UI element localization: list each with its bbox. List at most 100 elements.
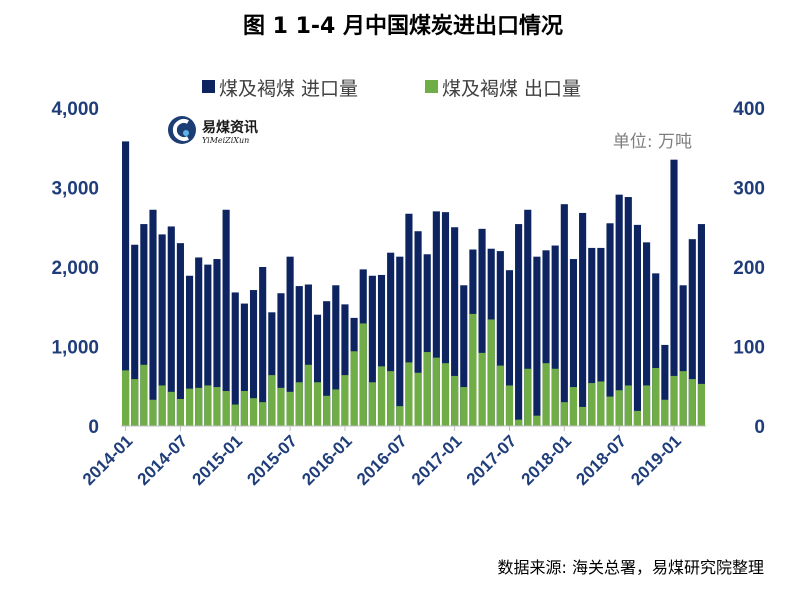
- bar-import: [323, 301, 331, 427]
- bar-import: [204, 264, 212, 426]
- bar-import: [533, 256, 541, 426]
- y-right-tick-label: 0: [754, 417, 765, 438]
- bar-import: [195, 257, 203, 426]
- bar-export: [195, 387, 203, 426]
- bar-import: [679, 285, 687, 426]
- bar-import: [341, 304, 349, 427]
- bar-export: [259, 402, 267, 426]
- bar-export: [167, 391, 175, 426]
- chart-title: 图 1 1-4 月中国煤炭进出口情况: [243, 13, 563, 39]
- bar-export: [569, 387, 578, 426]
- x-axis: 2014-012014-072015-012015-072016-012016-…: [79, 426, 685, 489]
- logo-dot-icon: [183, 130, 189, 136]
- bar-import: [478, 228, 486, 426]
- bar-import: [304, 284, 312, 426]
- bar-import: [423, 254, 431, 426]
- bar-export: [670, 375, 678, 427]
- bar-export: [496, 365, 504, 426]
- bar-import: [332, 285, 340, 426]
- series-exports: [122, 313, 705, 427]
- bar-export: [377, 366, 386, 427]
- bar-import: [515, 224, 523, 426]
- bar-import: [176, 243, 184, 426]
- bar-import: [588, 247, 596, 426]
- bar-import: [551, 245, 559, 426]
- bar-export: [624, 385, 632, 426]
- bar-export: [240, 391, 248, 426]
- bar-import: [167, 226, 175, 426]
- bar-import: [131, 244, 139, 426]
- bar-export: [451, 375, 459, 427]
- bar-export: [679, 371, 687, 426]
- bar-export: [597, 381, 605, 426]
- bar-import: [496, 251, 504, 426]
- bar-import: [460, 285, 468, 426]
- bar-import: [643, 242, 651, 426]
- bar-import: [377, 274, 386, 426]
- bar-import: [313, 314, 322, 426]
- bar-import: [652, 273, 660, 426]
- bar-import: [240, 303, 248, 426]
- bar-import: [670, 159, 678, 426]
- bar-export: [579, 406, 587, 426]
- bar-export: [697, 383, 705, 427]
- bar-import: [259, 267, 267, 426]
- bar-export: [487, 319, 495, 426]
- bar-export: [533, 415, 541, 427]
- bar-export: [643, 385, 651, 426]
- logo-text-en: YiMeiZiXun: [202, 136, 249, 145]
- legend-label-exports: 煤及褐煤 出口量: [442, 78, 581, 100]
- y-right-tick-label: 100: [733, 338, 765, 359]
- bar-export: [295, 382, 303, 426]
- bar-import: [387, 252, 395, 426]
- bar-import: [606, 223, 614, 426]
- bar-export: [249, 398, 258, 426]
- logo-text-cn: 易煤资讯: [202, 119, 258, 136]
- bar-export: [277, 387, 285, 426]
- bar-export: [405, 362, 413, 426]
- bar-export: [323, 395, 331, 426]
- bar-import: [432, 211, 440, 426]
- bar-import: [149, 209, 157, 426]
- bar-import: [569, 259, 578, 426]
- bar-export: [542, 363, 550, 426]
- x-tick-label: 2018-07: [572, 431, 630, 489]
- bar-export: [268, 375, 276, 426]
- y-right-tick-label: 200: [733, 258, 765, 279]
- bar-export: [368, 382, 376, 426]
- bar-export: [213, 387, 221, 426]
- bar-import: [661, 344, 669, 426]
- y-left-tick-label: 4,000: [51, 99, 99, 120]
- x-tick-label: 2015-01: [189, 431, 247, 489]
- bar-export: [505, 385, 514, 426]
- y-axis-left: 0 1,000 2,000 3,000 4,000: [51, 99, 99, 438]
- x-tick-label: 2019-01: [627, 431, 685, 489]
- x-tick-label: 2018-01: [518, 431, 576, 489]
- bar-import: [441, 212, 450, 426]
- bar-export: [140, 364, 148, 426]
- bar-import: [524, 209, 532, 426]
- bar-export: [661, 399, 669, 426]
- bar-import: [505, 270, 514, 426]
- legend-swatch-exports: [425, 80, 438, 93]
- bar-export: [432, 357, 440, 426]
- y-axis-right: 0 100 200 300 400: [733, 99, 765, 438]
- bar-export: [515, 419, 523, 426]
- bar-export: [551, 368, 559, 426]
- x-tick-label: 2017-07: [463, 431, 521, 489]
- bar-import: [579, 212, 587, 426]
- bar-import: [633, 224, 642, 426]
- bar-import: [396, 256, 404, 426]
- legend-swatch-imports: [202, 80, 215, 93]
- bar-import: [451, 227, 459, 426]
- bar-import: [122, 141, 130, 426]
- legend: 煤及褐煤 进口量 煤及褐煤 出口量: [202, 78, 581, 100]
- bar-import: [295, 286, 303, 426]
- bar-export: [460, 387, 468, 426]
- bar-import: [368, 275, 376, 426]
- x-tick-label: 2014-01: [79, 431, 137, 489]
- bar-export: [423, 352, 431, 426]
- x-tick-label: 2017-01: [408, 431, 466, 489]
